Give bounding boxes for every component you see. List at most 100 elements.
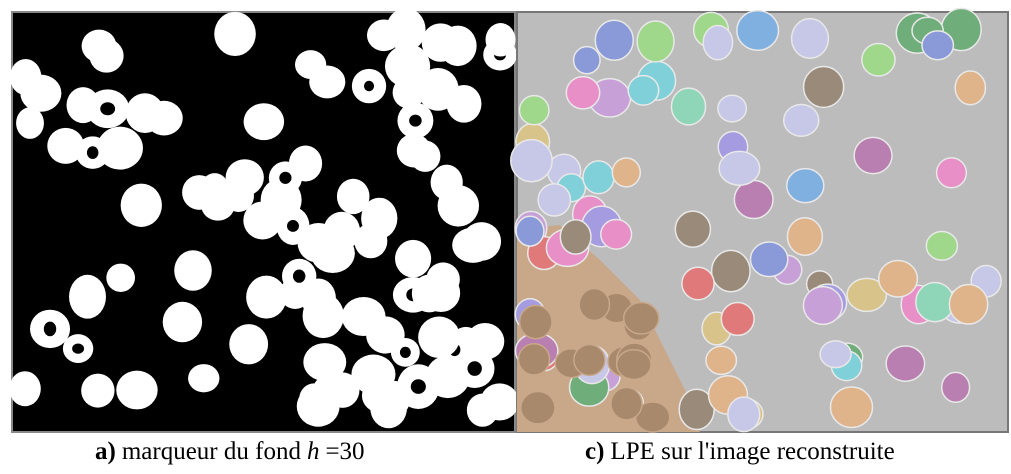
cell [303, 343, 346, 381]
cell [366, 316, 405, 353]
region [628, 76, 658, 105]
region [862, 43, 895, 76]
region [574, 47, 601, 74]
cell [301, 278, 336, 318]
cell [244, 103, 285, 140]
region [803, 287, 842, 325]
region [706, 346, 737, 374]
region [830, 387, 872, 427]
cell [20, 75, 61, 112]
cell-hole [72, 343, 84, 353]
region [926, 232, 957, 261]
cell [297, 386, 340, 427]
cell [337, 179, 370, 214]
region [612, 158, 640, 187]
caption-value: =30 [325, 438, 364, 465]
cell [106, 264, 135, 292]
cell [116, 371, 157, 410]
tan-cell [579, 288, 609, 320]
region [955, 71, 985, 105]
region [942, 372, 970, 402]
region [916, 283, 954, 322]
cell [362, 378, 400, 413]
cell [295, 50, 326, 79]
region [516, 216, 544, 246]
tan-cell [624, 303, 659, 334]
cell-hole [100, 102, 115, 115]
region [675, 211, 710, 247]
region [820, 341, 851, 368]
region [728, 397, 760, 432]
cell-hole [87, 146, 99, 159]
cell [422, 23, 460, 61]
region [734, 180, 773, 218]
region [879, 261, 918, 297]
region [703, 26, 732, 60]
region [566, 77, 599, 109]
region [854, 137, 892, 173]
cell-hole [467, 361, 481, 376]
region [719, 151, 760, 185]
cell [9, 371, 41, 406]
region [583, 161, 614, 194]
cell [67, 87, 100, 123]
region [922, 31, 953, 60]
cell [298, 223, 340, 263]
cell [462, 222, 501, 261]
cell-hole [400, 347, 411, 358]
cell [229, 324, 268, 364]
region [671, 88, 705, 125]
cell-hole [44, 322, 56, 337]
tan-cell [521, 392, 555, 424]
cell [126, 93, 164, 133]
panel-label: c) [585, 438, 604, 465]
cell-hole [409, 115, 422, 127]
cell [82, 30, 117, 63]
region [721, 302, 754, 335]
region [784, 104, 819, 136]
region [637, 21, 674, 62]
caption-text: marqueur du fond [122, 438, 301, 465]
caption-symbol: h [307, 438, 320, 465]
region [511, 140, 552, 182]
cell [467, 394, 498, 427]
region [787, 218, 822, 256]
cell [47, 128, 84, 164]
region [949, 284, 987, 324]
region [538, 184, 570, 216]
cell [386, 8, 425, 51]
tan-cell [518, 344, 549, 375]
cell [486, 23, 516, 56]
cell [81, 374, 114, 408]
cell [431, 165, 463, 200]
cell [412, 275, 447, 313]
tan-cell [520, 305, 552, 338]
region [718, 95, 746, 122]
tan-cell [574, 345, 605, 376]
cell [418, 317, 460, 358]
cell [163, 302, 202, 343]
cell [69, 275, 106, 319]
cell [397, 134, 431, 168]
cell-hole [293, 270, 305, 283]
region [560, 220, 591, 254]
region [804, 66, 844, 107]
caption-c: c)LPE sur l'image reconstruite [585, 438, 895, 466]
cell [214, 12, 256, 56]
cell [121, 184, 162, 227]
cell [16, 107, 44, 139]
region [519, 96, 548, 125]
cell-hole [364, 81, 374, 92]
region [601, 220, 632, 250]
cell [417, 68, 458, 111]
region [595, 20, 633, 60]
cell-hole [287, 220, 299, 232]
region [886, 346, 924, 381]
panel-label: a) [95, 438, 116, 465]
cell-hole [411, 379, 426, 394]
region [792, 19, 829, 59]
cell [223, 180, 254, 212]
tan-cell [617, 350, 651, 380]
tan-cell [611, 388, 642, 420]
